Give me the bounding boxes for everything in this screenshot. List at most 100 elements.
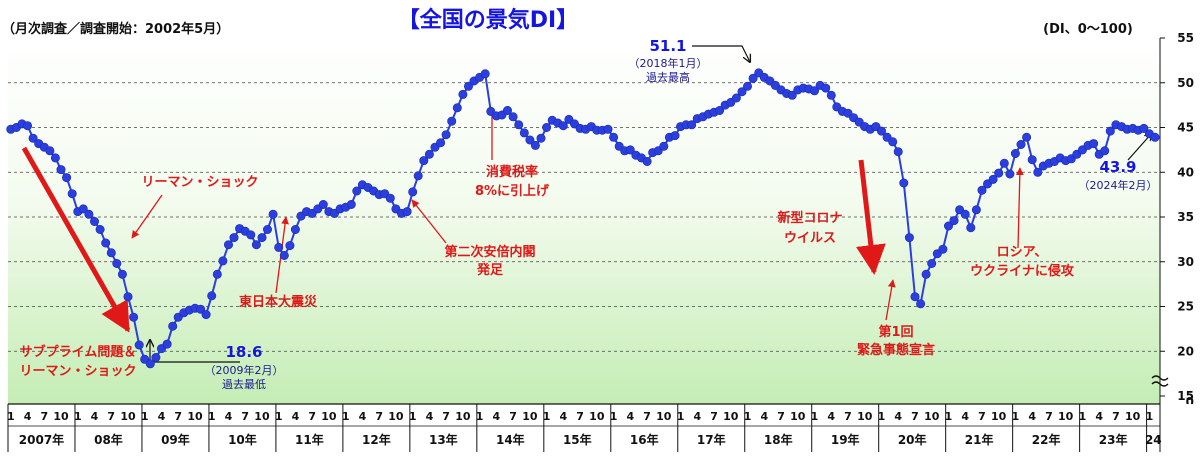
x-month-label: 4 (693, 410, 701, 423)
data-point (346, 200, 356, 210)
abe-pointer (411, 199, 447, 244)
x-month-label: 4 (626, 410, 634, 423)
data-point (603, 124, 613, 134)
y-tick-label: 15 (1177, 389, 1194, 403)
data-point (715, 106, 725, 116)
x-year-label: 2007年 (19, 432, 64, 447)
x-month-label: 10 (790, 410, 806, 423)
data-point (904, 233, 914, 243)
data-point (162, 339, 172, 349)
data-point (67, 189, 77, 199)
data-point (966, 223, 976, 233)
x-month-label: 7 (978, 410, 986, 423)
x-month-label: 4 (560, 410, 568, 423)
annotation-labels: リーマン・ショック サブプライム問題＆ リーマン・ショック 18.6 （2009… (19, 37, 1157, 391)
x-month-label: 10 (857, 410, 873, 423)
data-point (809, 86, 819, 96)
y-tick-label: 40 (1177, 165, 1194, 179)
data-point (436, 138, 446, 148)
data-point (519, 128, 529, 138)
data-point (659, 141, 669, 151)
x-year-label: 16年 (630, 432, 659, 447)
annotation-subprime-line2: リーマン・ショック (19, 364, 136, 379)
x-month-label: 7 (40, 410, 48, 423)
x-month-label: 10 (589, 410, 605, 423)
annotation-max-value: 51.1 (649, 37, 686, 55)
data-point (129, 312, 139, 322)
data-point (84, 209, 94, 219)
data-point (916, 299, 926, 309)
data-point (424, 149, 434, 159)
annotation-abe-line2: 発足 (476, 262, 504, 278)
data-point (45, 146, 55, 156)
x-month-label: 1 (610, 410, 618, 423)
data-point (101, 238, 111, 248)
data-point (994, 168, 1004, 178)
data-point (1089, 139, 1099, 149)
data-point (463, 81, 473, 91)
x-month-label: 7 (107, 410, 115, 423)
data-point (452, 103, 462, 113)
x-month-label: 10 (120, 410, 136, 423)
x-month-label: 1 (878, 410, 886, 423)
x-month-label: 1 (811, 410, 819, 423)
data-point (893, 147, 903, 157)
x-month-label: 4 (827, 410, 835, 423)
data-point (514, 120, 524, 130)
data-point (251, 240, 261, 250)
x-month-label: 10 (187, 410, 203, 423)
x-month-label: 4 (292, 410, 300, 423)
data-point (78, 204, 88, 214)
y-tick-label-zero: 0 (1186, 395, 1194, 409)
data-point (731, 93, 741, 103)
x-month-label: 1 (1079, 410, 1087, 423)
data-point (134, 340, 144, 350)
data-point (123, 292, 133, 302)
x-month-label: 1 (744, 410, 752, 423)
x-month-label: 7 (643, 410, 651, 423)
data-point (201, 310, 211, 320)
annotation-lehman: リーマン・ショック (141, 175, 258, 190)
data-point (876, 126, 886, 136)
x-month-label: 4 (961, 410, 969, 423)
annotation-min-date: （2009年2月） (205, 363, 284, 377)
data-point (938, 244, 948, 254)
data-point (625, 145, 635, 155)
x-year-label: 08年 (94, 432, 123, 447)
data-point (90, 217, 100, 227)
x-month-label: 10 (522, 410, 538, 423)
data-point (910, 292, 920, 302)
x-month-label: 10 (455, 410, 471, 423)
data-point (196, 304, 206, 314)
y-tick-label: 30 (1177, 255, 1194, 269)
data-point (949, 216, 959, 226)
x-axis-background (0, 404, 1200, 460)
data-point (1139, 123, 1149, 133)
x-month-label: 4 (426, 410, 434, 423)
data-point (1010, 149, 1020, 159)
data-point (536, 133, 546, 143)
x-month-label: 10 (723, 410, 739, 423)
data-point (826, 90, 836, 100)
annotation-subprime-line1: サブプライム問題＆ (20, 344, 137, 360)
data-point (748, 73, 758, 83)
x-month-label: 7 (174, 410, 182, 423)
data-point (145, 359, 155, 369)
data-point (207, 291, 217, 301)
data-point (1100, 146, 1110, 156)
series-layer (6, 68, 1160, 369)
data-point (106, 248, 116, 258)
data-point (558, 121, 568, 131)
x-month-label: 4 (91, 410, 99, 423)
data-point (385, 193, 395, 203)
data-point (1005, 169, 1015, 179)
x-month-label: 4 (158, 410, 166, 423)
x-month-label: 10 (656, 410, 672, 423)
annotation-quake: 東日本大震災 (239, 294, 318, 310)
x-month-label: 1 (275, 410, 283, 423)
x-month-label: 4 (24, 410, 32, 423)
data-point (899, 178, 909, 188)
x-month-label: 7 (509, 410, 517, 423)
data-point (1150, 132, 1160, 142)
